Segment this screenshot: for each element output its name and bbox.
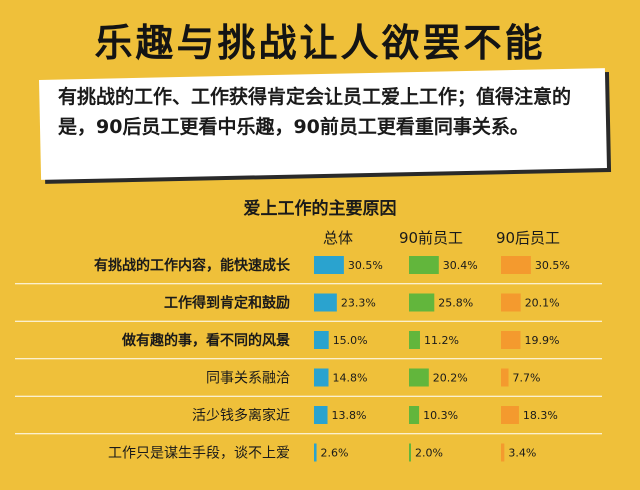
bar	[409, 368, 429, 387]
value-label: 2.0%	[415, 447, 443, 460]
bar	[409, 331, 420, 349]
value-label: 25.8%	[438, 297, 473, 310]
series-header: 总体	[323, 229, 353, 247]
bar	[501, 368, 509, 387]
bar	[314, 256, 344, 274]
category-label: 工作只是谋生手段，谈不上爱	[108, 446, 290, 462]
callout-text: 有挑战的工作、工作获得肯定会让员工爱上工作；值得注意的是，90后员工更看中乐趣，…	[58, 86, 572, 138]
bar	[501, 256, 531, 274]
value-label: 7.7%	[513, 372, 541, 385]
bar	[501, 331, 521, 349]
value-label: 14.8%	[333, 372, 368, 385]
bar	[314, 368, 329, 387]
value-label: 18.3%	[523, 409, 558, 422]
bar	[314, 406, 328, 424]
category-label: 活少钱多离家近	[192, 407, 290, 424]
bar	[501, 293, 521, 312]
bar	[409, 293, 435, 312]
value-label: 2.6%	[321, 447, 349, 460]
bar	[501, 443, 505, 462]
series-header: 90后员工	[496, 229, 560, 247]
value-label: 11.2%	[424, 334, 459, 347]
bar	[314, 293, 337, 312]
category-label: 做有趣的事，看不同的风景	[121, 332, 290, 349]
category-label: 工作得到肯定和鼓励	[164, 295, 290, 312]
value-label: 19.9%	[525, 334, 560, 347]
value-label: 3.4%	[508, 447, 536, 460]
value-label: 30.5%	[535, 259, 570, 272]
category-label: 同事关系融洽	[206, 371, 290, 387]
category-label: 有挑战的工作内容，能快速成长	[94, 257, 291, 274]
series-header: 90前员工	[399, 229, 463, 247]
bar	[314, 331, 329, 349]
bar	[409, 443, 411, 462]
value-label: 30.4%	[443, 259, 478, 272]
value-label: 20.1%	[525, 297, 560, 310]
value-label: 13.8%	[332, 409, 367, 422]
page-title: 乐趣与挑战让人欲罢不能	[94, 21, 546, 65]
value-label: 30.5%	[348, 259, 383, 272]
value-label: 23.3%	[341, 297, 376, 310]
bar	[501, 406, 519, 424]
bar	[409, 256, 439, 274]
value-label: 10.3%	[423, 409, 458, 422]
value-label: 15.0%	[333, 334, 368, 347]
bar	[409, 406, 420, 424]
value-label: 20.2%	[433, 372, 468, 385]
chart-title: 爱上工作的主要原因	[243, 199, 397, 219]
bar	[314, 443, 317, 462]
